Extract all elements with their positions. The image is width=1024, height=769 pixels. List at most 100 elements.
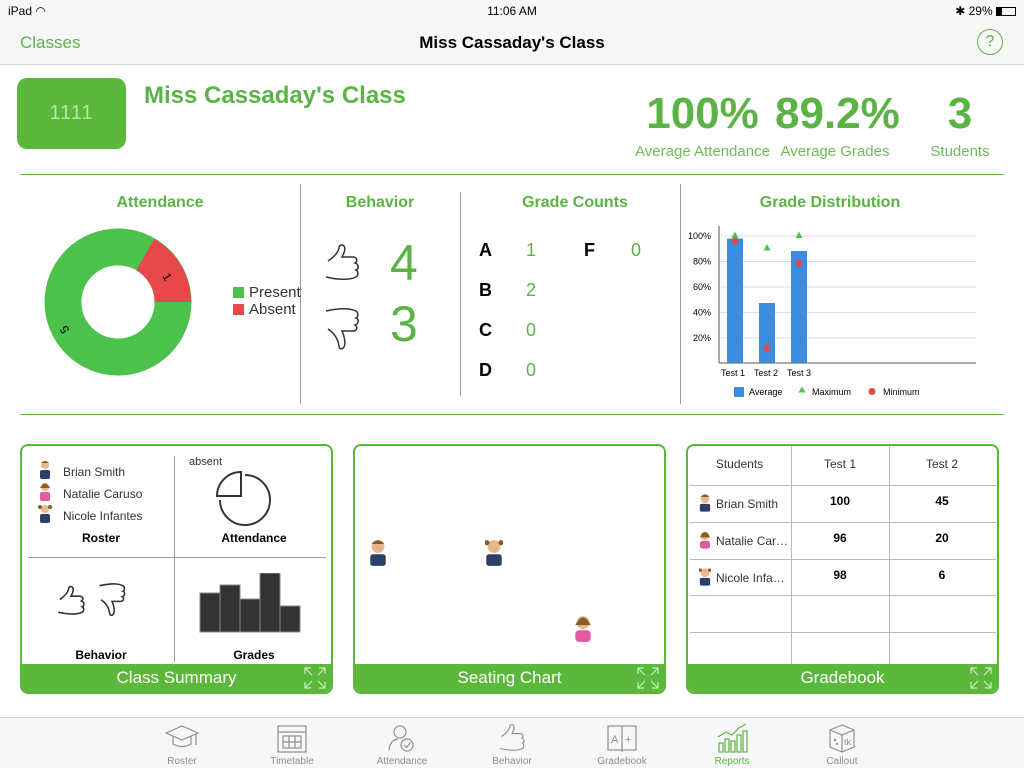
help-button[interactable]: ? bbox=[977, 29, 1003, 55]
student-avatar-icon bbox=[699, 494, 711, 512]
student-name[interactable]: Brian Smith bbox=[716, 497, 779, 511]
grade-cell[interactable]: 6 bbox=[938, 568, 946, 582]
attendance-caption: absent bbox=[189, 456, 223, 468]
attendance-legend: Present Absent bbox=[233, 284, 301, 318]
student-name[interactable]: Natalie Car… bbox=[716, 534, 789, 548]
legend-maximum: Maximum bbox=[812, 387, 851, 397]
x-tick: Test 2 bbox=[754, 368, 778, 378]
grade-distribution-title: Grade Distribution bbox=[759, 194, 901, 211]
roster-name: Brian Smith bbox=[63, 465, 126, 479]
tab-gradebook[interactable]: A + Gradebook bbox=[582, 718, 662, 769]
student-seat-brian[interactable] bbox=[369, 538, 387, 568]
divider bbox=[680, 184, 681, 404]
stat-average-attendance: 100% Average Attendance bbox=[630, 88, 775, 160]
pie-chart-icon bbox=[215, 470, 271, 526]
legend-swatch bbox=[233, 304, 244, 315]
legend-minimum: Minimum bbox=[883, 387, 920, 397]
seating-chart-card[interactable]: Seating Chart bbox=[353, 444, 666, 694]
back-to-classes-button[interactable]: Classes bbox=[20, 33, 81, 52]
divider bbox=[690, 595, 996, 596]
column-header-students: Students bbox=[715, 457, 764, 471]
class-name: Miss Cassaday's Class bbox=[144, 82, 406, 109]
divider bbox=[690, 559, 996, 560]
tab-attendance[interactable]: Attendance bbox=[362, 718, 442, 769]
stat-students: 3 Students bbox=[920, 88, 1000, 160]
grade-letter-b: B bbox=[479, 280, 492, 300]
grade-count-d: 0 bbox=[526, 360, 537, 380]
device-label: iPad ◠ bbox=[8, 4, 46, 18]
wifi-icon: ◠ bbox=[35, 4, 46, 18]
bar-test-3 bbox=[791, 251, 807, 363]
legend-swatch bbox=[868, 388, 876, 395]
bar-test-2 bbox=[759, 303, 775, 363]
stat-value: 3 bbox=[947, 89, 973, 138]
expand-icon[interactable] bbox=[304, 667, 326, 689]
divider bbox=[28, 557, 326, 558]
student-name[interactable]: Nicole Infa… bbox=[716, 571, 785, 585]
battery-status: ✱ 29% bbox=[955, 4, 1016, 18]
legend-swatch bbox=[734, 387, 744, 397]
dice-icon: tk bbox=[829, 724, 855, 753]
tab-reports[interactable]: Reports bbox=[692, 718, 772, 769]
y-tick: 20% bbox=[693, 333, 711, 343]
card-footer: Class Summary bbox=[22, 664, 331, 692]
graduation-cap-icon bbox=[164, 725, 200, 748]
gradebook-card[interactable]: Students Test 1 Test 2 Brian Smith 100 4… bbox=[686, 444, 999, 694]
student-seat-nicole[interactable] bbox=[485, 538, 503, 568]
thumbs-down-icon bbox=[99, 583, 126, 617]
battery-icon bbox=[996, 7, 1016, 17]
bluetooth-icon: ✱ bbox=[955, 4, 966, 18]
grade-cell[interactable]: 100 bbox=[829, 494, 851, 508]
calendar-icon bbox=[277, 725, 307, 753]
card-footer: Seating Chart bbox=[355, 664, 664, 692]
tab-behavior[interactable]: Behavior bbox=[472, 718, 552, 769]
grade-count-b: 2 bbox=[526, 280, 537, 300]
student-avatar-icon bbox=[40, 483, 50, 501]
max-marker bbox=[795, 231, 803, 238]
expand-icon[interactable] bbox=[637, 667, 659, 689]
grades-label: Grades bbox=[233, 648, 275, 662]
column-header-test-2[interactable]: Test 2 bbox=[925, 457, 958, 471]
question-icon: ? bbox=[985, 33, 995, 50]
grade-counts-title: Grade Counts bbox=[522, 194, 628, 211]
page-title: Miss Cassaday's Class bbox=[419, 33, 605, 52]
class-summary-card[interactable]: Brian Smith Natalie Caruso Nicole Infant… bbox=[20, 444, 333, 694]
divider bbox=[791, 446, 792, 666]
bar-chart-icon bbox=[199, 573, 301, 633]
grade-cell[interactable]: 20 bbox=[935, 531, 949, 545]
student-seat-natalie[interactable] bbox=[574, 614, 592, 644]
grade-count-c: 0 bbox=[526, 320, 537, 340]
grade-cell[interactable]: 96 bbox=[833, 531, 847, 545]
thumbs-up-icon bbox=[499, 723, 525, 751]
legend-swatch bbox=[798, 386, 806, 393]
tab-callout[interactable]: tk Callout bbox=[802, 718, 882, 769]
y-tick: 80% bbox=[693, 257, 711, 267]
legend-absent: Absent bbox=[233, 301, 301, 318]
student-avatar-icon bbox=[699, 568, 711, 586]
max-marker bbox=[731, 231, 739, 238]
thumbs-down-icon bbox=[325, 307, 359, 350]
tab-timetable[interactable]: Timetable bbox=[252, 718, 332, 769]
student-avatar-icon bbox=[699, 531, 711, 549]
thumbs-up-icon bbox=[325, 244, 359, 281]
tab-roster[interactable]: Roster bbox=[142, 718, 222, 769]
column-header-test-1[interactable]: Test 1 bbox=[823, 457, 856, 471]
divider bbox=[300, 184, 301, 404]
svg-text:A: A bbox=[611, 734, 619, 746]
grade-cell[interactable]: 98 bbox=[833, 568, 847, 582]
tab-label: Callout bbox=[826, 756, 858, 767]
legend-label: Present bbox=[249, 284, 301, 301]
divider bbox=[20, 414, 1004, 415]
class-badge[interactable]: 1111 bbox=[17, 78, 126, 149]
card-title: Gradebook bbox=[800, 668, 885, 687]
grade-cell[interactable]: 45 bbox=[935, 494, 949, 508]
legend-average: Average bbox=[749, 387, 782, 397]
student-avatar-icon bbox=[40, 461, 50, 479]
tab-label: Behavior bbox=[492, 756, 532, 767]
card-title: Class Summary bbox=[116, 668, 237, 687]
grade-letter-d: D bbox=[479, 360, 492, 380]
y-tick: 60% bbox=[693, 282, 711, 292]
x-tick: Test 1 bbox=[721, 368, 745, 378]
expand-icon[interactable] bbox=[970, 667, 992, 689]
grade-count-a: 1 bbox=[526, 240, 537, 260]
